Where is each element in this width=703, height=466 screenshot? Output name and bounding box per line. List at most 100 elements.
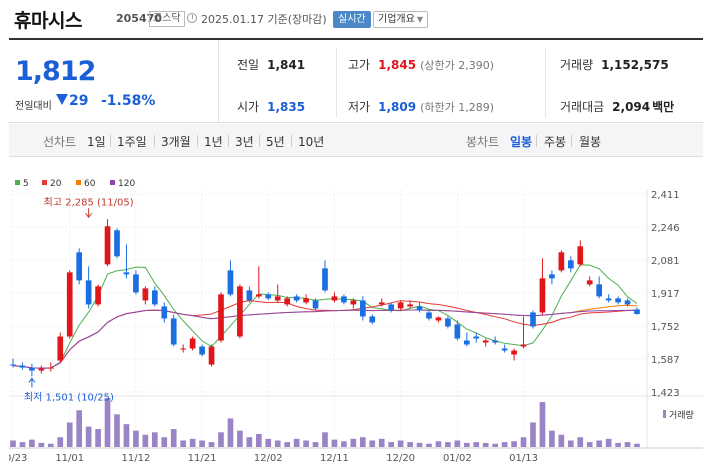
divider [228,135,229,147]
volume-bar [274,440,281,447]
upper-limit: (상한가 2,390) [420,59,494,72]
low-label: 저가 [348,100,371,114]
volume-value: 1,152,575 [601,58,669,72]
tab-1y[interactable]: 1년 [204,135,223,149]
candle-body [634,309,640,315]
volume-bar [255,433,262,447]
volume-bar [501,442,508,447]
volume-bar [369,440,376,447]
candlestick-chart[interactable]: 5 20 60 120 2,411 2,246 2,081 1,917 1,752 1,587 1,… [9,170,703,466]
candle-body [530,312,536,327]
volume-bar [426,443,432,447]
volume-bar [539,402,546,447]
candle-body [416,306,423,311]
divider [336,48,337,118]
change-value: 29 [69,93,89,109]
volume-bar [189,438,196,447]
divider [259,135,260,147]
volume-bar [19,442,26,447]
volume-bar [303,440,309,447]
amount-label: 거래대금 [560,100,605,114]
x-tick-label: 10/23 [9,453,27,464]
candle-body [359,300,366,317]
tab-10y[interactable]: 10년 [298,135,325,149]
candle-body [142,288,149,301]
volume-bar [85,426,92,447]
open-price: 시가 1,835 [237,98,305,115]
current-price: 1,812 [15,56,96,87]
volume-bar [123,424,130,447]
tab-monthly[interactable]: 월봉 [579,135,602,149]
tab-3m[interactable]: 3개월 [161,135,191,149]
legend-swatch-5 [15,180,20,185]
divider [545,48,546,118]
high-value: 1,845 [378,58,417,72]
candle-body [10,364,16,366]
volume-bar [435,441,442,447]
prev-close: 전일 1,841 [237,56,305,73]
candle-body [445,318,451,327]
divider [536,135,537,147]
open-value: 1,835 [267,100,306,114]
x-tick-label: 12/20 [386,453,415,464]
volume-bar [218,432,224,447]
candle-body [482,340,489,343]
candle-body [473,336,480,339]
volume-bar [208,442,215,447]
x-tick-label: 12/11 [320,453,349,464]
volume-bar [114,414,120,447]
prev-close-label: 전일 [237,58,260,72]
y-tick-label: 1,587 [651,355,680,366]
candle-body [378,302,385,305]
tab-3y[interactable]: 3년 [235,135,254,149]
volume-bar [57,437,64,447]
volume-bar [104,398,111,447]
volume-bar [293,438,300,447]
low-annotation: 최저 1,501 (10/25) [24,391,114,403]
y-tick-label: 2,246 [651,223,680,234]
candle-body [615,298,621,303]
price-panel: 1,812 전일대비 29 -1.58% 전일 1,841 시가 1,835 고가 1… [9,38,703,123]
candle-body [567,260,574,269]
high-price: 고가 1,845 (상한가 2,390) [348,56,494,73]
candle-body [208,346,215,365]
divider [197,135,198,147]
tab-5y[interactable]: 5년 [266,135,285,149]
volume-bar [161,437,168,447]
volume-bar [142,434,149,447]
volume-bar [407,442,413,447]
y-tick-label: 1,917 [651,289,680,300]
chart-tabs: 선차트 1일 1주일 3개월 1년 3년 5년 10년 봉차트 일봉 주봉 월봉 [9,124,703,157]
volume-bar [634,443,640,447]
candle-body [19,365,26,368]
tab-weekly[interactable]: 주봉 [544,135,567,149]
candle-body [114,230,120,257]
candle-body [104,226,111,265]
tab-daily[interactable]: 일봉 [510,135,533,149]
y-tick-label: 2,411 [651,190,680,201]
candle-body [85,280,92,305]
volume-bar [577,437,584,447]
candle-body [501,348,508,351]
candle-body [57,336,64,361]
high-annotation-arrowhead [85,212,93,219]
company-info-dropdown[interactable]: 기업개요 ▼ [373,11,428,28]
volume-bar [445,442,451,447]
candle-body [218,294,224,341]
volume-bar [312,442,319,447]
candle-body [189,338,196,349]
y-tick-label: 1,423 [651,388,680,399]
base-date: 2025.01.17 기준(장마감) [201,13,327,26]
candle-body [237,286,243,337]
volume-bar [359,437,366,447]
divider [154,135,155,147]
volume-bar [284,442,291,447]
tab-1w[interactable]: 1주일 [117,135,147,149]
realtime-button[interactable]: 실시간 [333,11,371,28]
volume-bar [322,432,328,447]
volume-bar [416,442,423,447]
company-info-label: 기업개요 [378,14,415,25]
tab-1d[interactable]: 1일 [87,135,106,149]
volume-label: 거래량 [560,58,594,72]
candle-chart-label: 봉차트 [466,135,500,149]
